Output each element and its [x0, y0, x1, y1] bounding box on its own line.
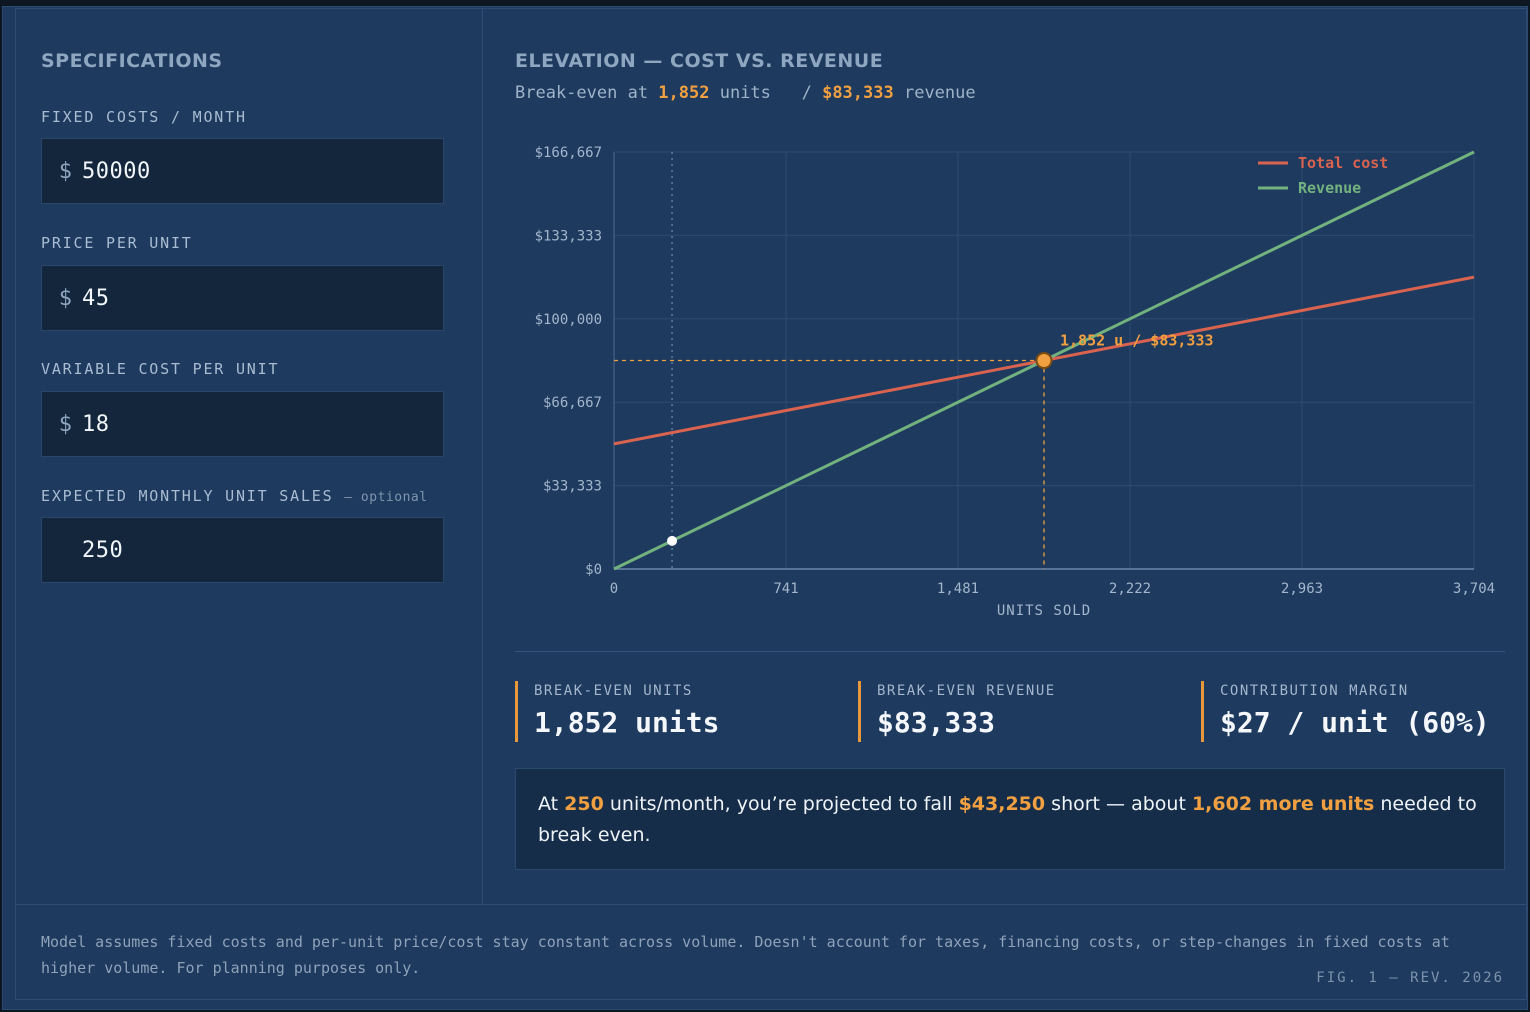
stat-break-even-revenue: BREAK-EVEN REVENUE $83,333 — [858, 681, 1056, 742]
currency-symbol: $ — [58, 285, 72, 311]
subtitle-prefix: Break-even at — [515, 83, 659, 103]
specifications-title: SPECIFICATIONS — [41, 50, 223, 72]
variable-cost-input[interactable]: $ 18 — [41, 391, 444, 457]
legend-label: Revenue — [1298, 179, 1361, 197]
stat-label: BREAK-EVEN REVENUE — [877, 683, 1056, 699]
callout-units: 250 — [564, 793, 604, 815]
callout-more-units: 1,602 more units — [1191, 793, 1375, 815]
break-even-chart: 0 741 1,481 2,222 2,963 3,704 $0 $33,333 $66,667… — [535, 145, 1496, 619]
callout-text: needed to break even. — [538, 793, 1477, 846]
stat-label: BREAK-EVEN UNITS — [534, 683, 693, 699]
chart-title: ELEVATION — COST VS. REVENUE — [515, 50, 884, 72]
currency-symbol: $ — [58, 158, 72, 184]
x-tick-label: 2,963 — [1281, 581, 1323, 597]
x-tick-label: 0 — [610, 581, 618, 597]
variable-cost-label: VARIABLE COST PER UNIT — [41, 360, 280, 378]
expected-sales-input[interactable]: 250 — [41, 517, 444, 583]
fixed-costs-value: 50000 — [82, 158, 151, 184]
footnote: Model assumes fixed costs and per-unit p… — [41, 933, 1450, 977]
stat-value: $83,333 — [877, 706, 996, 739]
y-tick-label: $100,000 — [535, 312, 602, 328]
expected-sales-label-text: EXPECTED MONTHLY UNIT SALES — [41, 487, 334, 505]
figure-label: FIG. 1 — REV. 2026 — [1316, 970, 1504, 986]
x-tick-label: 741 — [773, 581, 798, 597]
expected-sales-label: EXPECTED MONTHLY UNIT SALES — optional — [41, 487, 428, 505]
y-tick-label: $0 — [585, 562, 602, 578]
expected-sales-point — [667, 535, 678, 546]
price-per-unit-input[interactable]: $ 45 — [41, 265, 444, 331]
callout-text: units/month, you’re projected to fall — [603, 793, 959, 815]
y-tick-label: $66,667 — [543, 395, 602, 411]
price-per-unit-label: PRICE PER UNIT — [41, 234, 193, 252]
x-axis-label: UNITS SOLD — [997, 603, 1091, 619]
panel-border — [15, 8, 1527, 1000]
divider — [515, 651, 1505, 652]
optional-hint: — optional — [344, 490, 428, 505]
callout-shortfall: $43,250 — [958, 793, 1046, 815]
stat-value: 1,852 units — [534, 706, 720, 739]
subtitle-mid: units / — [709, 83, 823, 103]
callout-text: At — [538, 793, 565, 815]
projection-callout: At 250 units/month, you’re projected to … — [515, 768, 1505, 870]
subtitle-suffix: revenue — [893, 83, 976, 103]
y-tick-label: $33,333 — [543, 479, 602, 495]
currency-symbol: $ — [58, 411, 72, 437]
stat-contribution-margin: CONTRIBUTION MARGIN $27 / unit (60%) — [1201, 681, 1490, 742]
subtitle-revenue: $83,333 — [822, 83, 894, 103]
fixed-costs-label: FIXED COSTS / MONTH — [41, 108, 247, 126]
callout-text: short — about — [1045, 793, 1192, 815]
y-tick-label: $133,333 — [535, 228, 602, 244]
stat-break-even-units: BREAK-EVEN UNITS 1,852 units — [515, 681, 719, 742]
chart-subtitle: Break-even at 1,852 units / $83,333 reve… — [515, 83, 976, 103]
stat-label: CONTRIBUTION MARGIN — [1220, 683, 1409, 699]
variable-cost-value: 18 — [82, 411, 110, 437]
break-even-label: 1,852 u / $83,333 — [1060, 332, 1214, 350]
specifications-panel — [16, 8, 483, 904]
footer-divider — [16, 904, 1527, 905]
x-tick-label: 2,222 — [1109, 581, 1151, 597]
legend-label: Total cost — [1298, 154, 1388, 172]
x-tick-label: 1,481 — [937, 581, 979, 597]
stat-value: $27 / unit (60%) — [1220, 706, 1490, 739]
y-tick-label: $166,667 — [535, 145, 602, 161]
x-tick-label: 3,704 — [1453, 581, 1495, 597]
break-even-point — [1035, 352, 1053, 370]
expected-sales-value: 250 — [82, 537, 124, 563]
fixed-costs-input[interactable]: $ 50000 — [41, 138, 444, 204]
price-per-unit-value: 45 — [82, 285, 110, 311]
subtitle-units: 1,852 — [658, 83, 710, 103]
